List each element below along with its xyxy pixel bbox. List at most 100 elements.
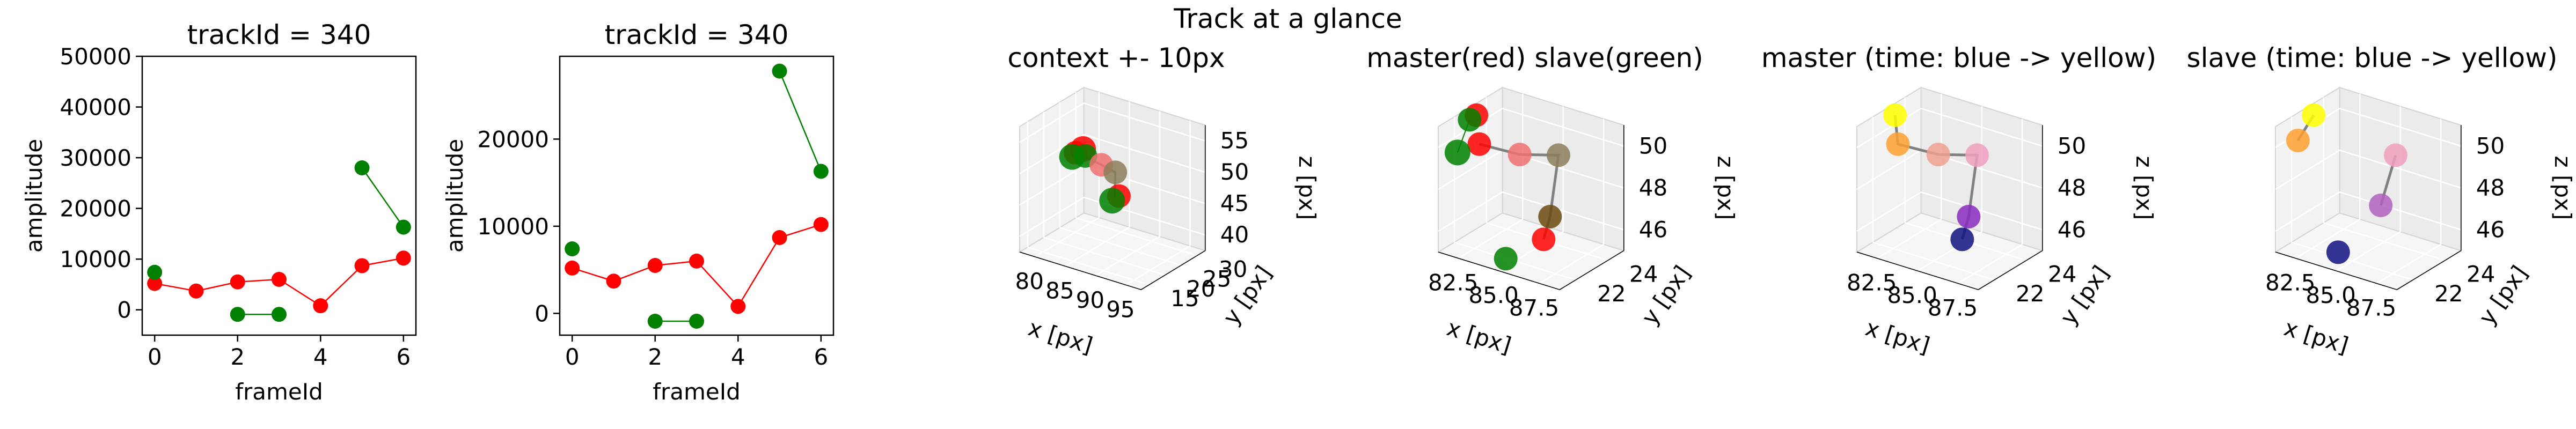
x-tick-label: 6 [814, 344, 828, 370]
data-point [1099, 188, 1125, 214]
data-point [1532, 227, 1556, 252]
grid-line [1075, 217, 1198, 256]
panel-2-ticks: 0 2 4 6 0 10000 20000 [477, 126, 828, 370]
axis-line [1559, 250, 1624, 290]
data-point [2326, 240, 2350, 264]
panel-3-title: context +- 10px [1007, 42, 1225, 73]
grid-line [2275, 150, 2340, 190]
data-point [2383, 143, 2407, 167]
grid-line [1034, 217, 1100, 257]
panel-2-title: trackId = 340 [605, 19, 789, 50]
z-tick-label: 50 [1220, 159, 1249, 185]
grid-line [1921, 191, 2043, 231]
grid-line [1856, 108, 1922, 149]
grid-line [1502, 191, 1624, 231]
z-tick-label: 55 [1220, 128, 1249, 154]
x-tick-label: 87.5 [1928, 295, 1978, 321]
grid-line [1125, 245, 1191, 286]
z-axis-label: z [px] [1294, 156, 1320, 220]
grid-line [1872, 241, 1995, 281]
x-tick-label: 2 [648, 344, 662, 370]
axis-line [2396, 250, 2462, 290]
data-point [1546, 143, 1570, 167]
x-tick-label: 87.5 [1509, 295, 1560, 321]
y-tick-label: 20000 [60, 196, 131, 222]
grid-line [1095, 236, 1160, 276]
grid-line [1027, 246, 1150, 286]
y-tick-label: 0 [535, 300, 549, 327]
panel-1-marks [147, 160, 411, 322]
y-tick-label: 22 [2016, 280, 2044, 307]
panel-2-xlabel: frameId [653, 379, 741, 405]
y-tick-label: 22 [1597, 280, 1626, 307]
grid-line [1539, 243, 1604, 284]
y-tick-label: 24 [2048, 261, 2076, 287]
z-tick-label: 50 [2058, 132, 2086, 159]
grid-line [1502, 108, 1624, 147]
data-point [565, 260, 580, 276]
x-tick-label: 95 [1106, 296, 1135, 322]
data-point [147, 264, 163, 280]
data-point [230, 274, 245, 290]
data-point [647, 314, 663, 329]
data-point [565, 241, 580, 257]
data-point [1883, 103, 1907, 127]
panel-4-title: master(red) slave(green) [1366, 42, 1703, 73]
x-axis-label: x [px] [1025, 314, 1095, 359]
z-axis-label: z [px] [2131, 156, 2157, 220]
data-point [813, 164, 829, 179]
x-axis-label: x [px] [1444, 314, 1514, 359]
x-tick-label: 80 [1015, 268, 1044, 294]
panel-2-frame [559, 55, 835, 336]
y-tick-label: 30 [1219, 256, 1247, 283]
grid-line [1856, 191, 1922, 232]
x-axis-label: x [px] [2281, 314, 2351, 359]
grid-line [2376, 243, 2441, 284]
data-point [1538, 204, 1562, 228]
y-tick-label: 24 [1629, 261, 1658, 287]
z-axis-label: z [px] [2550, 156, 2576, 220]
panel-6-title: slave (time: blue -> yellow) [2187, 42, 2558, 73]
data-point [230, 307, 245, 322]
data-point [606, 273, 621, 289]
axis-line [2275, 252, 2397, 290]
figure-suptitle: Track at a glance [1173, 3, 1402, 34]
grid-line [2339, 191, 2462, 231]
z-tick-label: 50 [2476, 132, 2505, 159]
y-tick-label: 22 [2434, 280, 2463, 307]
data-point [772, 63, 787, 79]
data-point [1886, 132, 1910, 156]
grid-line [1856, 150, 1922, 190]
data-point [147, 276, 163, 291]
x-tick-label: 0 [565, 344, 580, 370]
y-tick-label: 25 [1203, 266, 1231, 292]
data-point [2302, 103, 2326, 127]
grid-line [2336, 231, 2401, 272]
z-tick-label: 50 [1639, 132, 1667, 159]
x-tick-label: 82.5 [2265, 270, 2316, 296]
z-tick-label: 40 [1220, 221, 1249, 248]
grid-line [2339, 150, 2462, 189]
y-tick-label: 10000 [477, 213, 549, 240]
x-tick-label: 82.5 [1847, 270, 1897, 296]
data-point [1467, 132, 1491, 156]
data-point [188, 283, 204, 299]
panel-1-ylabel: amplitude [21, 139, 47, 253]
x-axis-label: x [px] [1862, 314, 1933, 359]
y-tick-label: 30000 [60, 145, 131, 171]
grid-line [1084, 134, 1206, 173]
data-point [2286, 129, 2310, 152]
grid-line [1043, 236, 1166, 276]
panel-6: slave (time: blue -> yellow) 82.585.087.… [2187, 42, 2576, 359]
z-tick-label: 46 [2058, 216, 2086, 242]
grid-line [2295, 218, 2360, 259]
panel-1-title: trackId = 340 [187, 19, 371, 50]
y-tick-label: 40000 [60, 94, 131, 121]
grid-line [1019, 196, 1085, 237]
data-point [730, 299, 746, 314]
grid-line [1438, 191, 1503, 232]
grid-line [1957, 243, 2023, 284]
y-tick-label: 50000 [60, 43, 131, 70]
panel-2: trackId = 340 0 2 4 6 0 10000 20000 frameId am… [442, 19, 835, 405]
